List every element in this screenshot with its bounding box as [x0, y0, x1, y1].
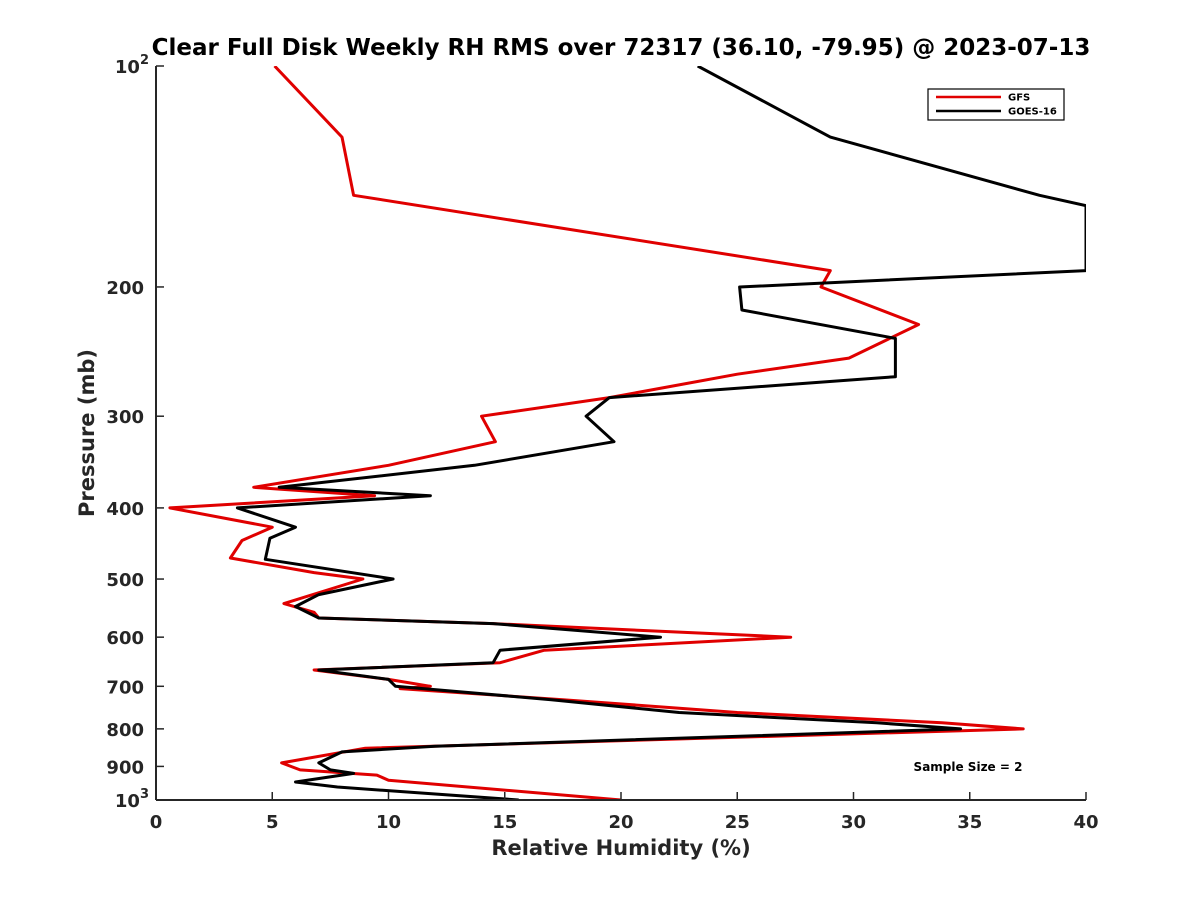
y-tick-label: 103 [115, 787, 149, 812]
x-tick-label: 25 [725, 812, 750, 833]
x-tick-label: 30 [841, 812, 866, 833]
chart-title: Clear Full Disk Weekly RH RMS over 72317… [152, 35, 1091, 61]
y-tick-label: 500 [106, 570, 144, 591]
y-tick-label: 600 [106, 628, 144, 649]
x-axis-label: Relative Humidity (%) [491, 836, 750, 860]
legend-label: GFS [1008, 93, 1030, 104]
x-tick-label: 20 [608, 812, 633, 833]
y-tick-label: 700 [106, 677, 144, 698]
series-line-goes-16 [235, 66, 1086, 800]
x-tick-label: 15 [492, 812, 517, 833]
y-tick-label: 300 [106, 407, 144, 428]
series-layer [168, 66, 1086, 800]
y-tick-label: 400 [106, 499, 144, 520]
series-line-gfs [168, 66, 1025, 800]
y-tick-label: 900 [106, 757, 144, 778]
x-tick-label: 40 [1073, 812, 1098, 833]
legend-label: GOES-16 [1008, 107, 1057, 118]
y-tick-label: 102 [115, 53, 149, 78]
x-tick-label: 10 [376, 812, 401, 833]
x-tick-label: 35 [957, 812, 982, 833]
y-tick-label: 800 [106, 720, 144, 741]
y-axis-label: Pressure (mb) [75, 349, 99, 517]
legend-box [927, 88, 1065, 121]
legend-entries: GFS GOES-16 [936, 93, 1057, 118]
x-tick-label: 5 [266, 812, 279, 833]
y-axis-ticks: 102 200 300 400 500 600 700 800 900 103 [106, 53, 164, 812]
legend: GFS GOES-16 [927, 88, 1065, 121]
sample-size-annotation: Sample Size = 2 [914, 760, 1023, 774]
y-tick-label: 200 [106, 278, 144, 299]
x-axis-ticks: 0 5 10 15 20 25 30 35 40 [150, 792, 1099, 833]
x-tick-label: 0 [150, 812, 163, 833]
